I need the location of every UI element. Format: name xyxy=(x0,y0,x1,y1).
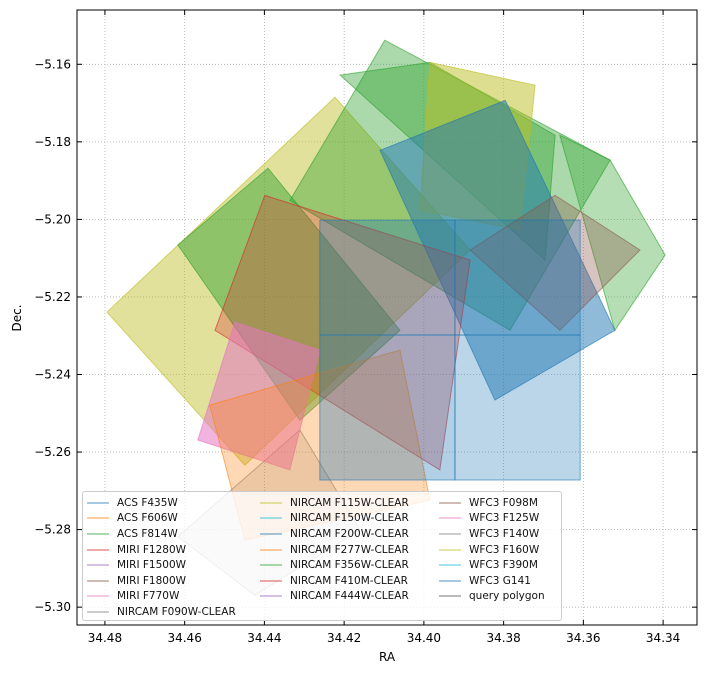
legend-label: NIRCAM F115W-CLEAR xyxy=(290,496,409,509)
legend-swatch xyxy=(260,501,282,504)
legend-swatch xyxy=(439,579,461,582)
legend-item: NIRCAM F090W-CLEAR xyxy=(83,604,236,620)
legend-label: ACS F606W xyxy=(117,512,178,525)
footprint-polygon-9 xyxy=(214,194,471,471)
y-axis-label: Dec. xyxy=(10,304,24,331)
legend-swatch xyxy=(87,532,109,535)
legend-swatch xyxy=(260,548,282,551)
y-tick-label: −5.28 xyxy=(34,523,71,537)
legend-swatch xyxy=(87,517,109,520)
legend-label: query polygon xyxy=(469,590,545,603)
y-tick-label: −5.16 xyxy=(34,57,71,71)
legend: ACS F435W ACS F606W ACS F814W MIRI F1280W MI… xyxy=(82,491,562,621)
legend-label: NIRCAM F150W-CLEAR xyxy=(290,512,409,525)
legend-item: WFC3 F098M xyxy=(435,495,545,511)
legend-label: NIRCAM F410M-CLEAR xyxy=(290,574,408,587)
legend-swatch xyxy=(439,548,461,551)
legend-item: query polygon xyxy=(435,589,545,605)
x-tick-label: 34.48 xyxy=(88,631,122,645)
footprint-polygon-7 xyxy=(379,99,616,401)
legend-label: MIRI F770W xyxy=(117,590,180,603)
legend-item: WFC3 F390M xyxy=(435,557,545,573)
legend-item: MIRI F1800W xyxy=(83,573,236,589)
legend-label: NIRCAM F277W-CLEAR xyxy=(290,543,409,556)
footprint-polygon-13 xyxy=(454,219,581,336)
x-tick-label: 34.40 xyxy=(407,631,441,645)
y-tick-label: −5.22 xyxy=(34,290,71,304)
footprint-polygon-15 xyxy=(454,334,581,481)
y-tick-label: −5.24 xyxy=(34,368,71,382)
plot-frame xyxy=(76,9,698,626)
x-axis-label: RA xyxy=(379,650,396,664)
legend-swatch xyxy=(87,595,109,598)
legend-column: NIRCAM F115W-CLEAR NIRCAM F150W-CLEAR NIRC… xyxy=(256,495,409,604)
legend-swatch xyxy=(87,501,109,504)
y-tick-label: −5.18 xyxy=(34,135,71,149)
y-tick-label: −5.26 xyxy=(34,445,71,459)
legend-swatch xyxy=(260,532,282,535)
legend-swatch xyxy=(260,517,282,520)
legend-item: ACS F606W xyxy=(83,511,236,527)
legend-item: NIRCAM F356W-CLEAR xyxy=(256,557,409,573)
legend-item: ACS F814W xyxy=(83,526,236,542)
legend-label: NIRCAM F090W-CLEAR xyxy=(117,605,236,618)
legend-swatch xyxy=(260,579,282,582)
legend-swatch xyxy=(439,595,461,598)
legend-label: WFC3 F098M xyxy=(469,496,538,509)
footprint-polygon-12 xyxy=(319,219,456,336)
legend-label: MIRI F1280W xyxy=(117,543,187,556)
legend-swatch xyxy=(260,564,282,567)
legend-label: ACS F435W xyxy=(117,496,178,509)
legend-swatch xyxy=(439,501,461,504)
legend-label: NIRCAM F444W-CLEAR xyxy=(290,590,409,603)
legend-label: ACS F814W xyxy=(117,527,178,540)
legend-item: WFC3 F125W xyxy=(435,511,545,527)
legend-swatch xyxy=(439,532,461,535)
y-tick-label: −5.30 xyxy=(34,600,71,614)
legend-item: WFC3 F140W xyxy=(435,526,545,542)
legend-item: MIRI F1280W xyxy=(83,542,236,558)
legend-swatch xyxy=(87,564,109,567)
x-tick-label: 34.44 xyxy=(247,631,281,645)
legend-label: WFC3 F160W xyxy=(469,543,540,556)
legend-label: MIRI F1800W xyxy=(117,574,187,587)
legend-column: ACS F435W ACS F606W ACS F814W MIRI F1280W MI… xyxy=(83,495,236,620)
legend-item: WFC3 F160W xyxy=(435,542,545,558)
x-tick-label: 34.46 xyxy=(167,631,201,645)
legend-swatch xyxy=(87,610,109,613)
legend-item: NIRCAM F115W-CLEAR xyxy=(256,495,409,511)
legend-item: NIRCAM F410M-CLEAR xyxy=(256,573,409,589)
legend-item: NIRCAM F200W-CLEAR xyxy=(256,526,409,542)
legend-swatch xyxy=(87,579,109,582)
footprint-polygon-14 xyxy=(319,334,456,481)
legend-swatch xyxy=(87,548,109,551)
legend-label: WFC3 F140W xyxy=(469,527,540,540)
x-tick-label: 34.42 xyxy=(327,631,361,645)
legend-column: WFC3 F098M WFC3 F125W WFC3 F140W WFC3 F160W… xyxy=(435,495,545,604)
legend-swatch xyxy=(439,517,461,520)
legend-item: NIRCAM F277W-CLEAR xyxy=(256,542,409,558)
x-tick-label: 34.38 xyxy=(486,631,520,645)
legend-item: ACS F435W xyxy=(83,495,236,511)
legend-swatch xyxy=(260,595,282,598)
legend-label: WFC3 G141 xyxy=(469,574,531,587)
legend-label: NIRCAM F356W-CLEAR xyxy=(290,559,409,572)
x-tick-label: 34.36 xyxy=(566,631,600,645)
y-tick-label: −5.20 xyxy=(34,212,71,226)
axis-ticks: 34.48 34.46 34.44 34.42 34.40 34.38 34.36 34.34… xyxy=(34,10,697,645)
legend-item: MIRI F1500W xyxy=(83,557,236,573)
footprint-polygon-8 xyxy=(469,194,641,331)
x-tick-label: 34.34 xyxy=(646,631,680,645)
legend-item: NIRCAM F444W-CLEAR xyxy=(256,589,409,605)
legend-item: NIRCAM F150W-CLEAR xyxy=(256,511,409,527)
legend-label: MIRI F1500W xyxy=(117,559,187,572)
legend-label: WFC3 F125W xyxy=(469,512,540,525)
legend-label: WFC3 F390M xyxy=(469,559,538,572)
legend-label: NIRCAM F200W-CLEAR xyxy=(290,527,409,540)
legend-item: WFC3 G141 xyxy=(435,573,545,589)
legend-item: MIRI F770W xyxy=(83,589,236,605)
legend-swatch xyxy=(439,564,461,567)
